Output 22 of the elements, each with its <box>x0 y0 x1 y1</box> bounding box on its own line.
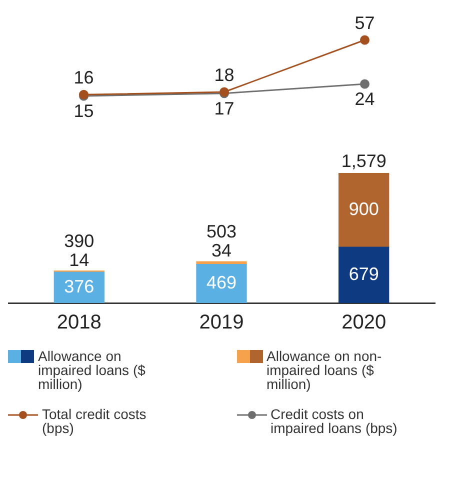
data-label: 18 <box>214 64 234 85</box>
data-label: 376 <box>64 276 94 296</box>
total-label: 1,579 <box>341 150 386 171</box>
data-label: 15 <box>74 100 94 121</box>
x-tick-label: 2020 <box>342 312 386 334</box>
data-label: 24 <box>354 88 375 109</box>
total-label: 390 <box>64 230 94 251</box>
legend-label: Total credit costs (bps) <box>42 406 148 436</box>
x-tick-label: 2019 <box>199 312 244 334</box>
legend-label: Credit costs on impaired loans (bps) <box>270 406 398 436</box>
data-label: 57 <box>354 12 375 33</box>
data-label: 469 <box>206 272 237 293</box>
data-label: 679 <box>348 264 379 284</box>
legend-label: Allowance on impaired loans ($ million) <box>38 348 146 392</box>
x-tick-label: 2018 <box>56 312 102 334</box>
data-label: 900 <box>348 199 379 220</box>
data-label: 34 <box>211 240 232 261</box>
data-label: 16 <box>74 68 94 88</box>
total-label: 503 <box>206 222 237 242</box>
data-label: 17 <box>214 98 234 118</box>
legend-label: Allowance on non-impaired loans ($ million) <box>266 348 383 392</box>
data-label: 14 <box>69 250 90 270</box>
